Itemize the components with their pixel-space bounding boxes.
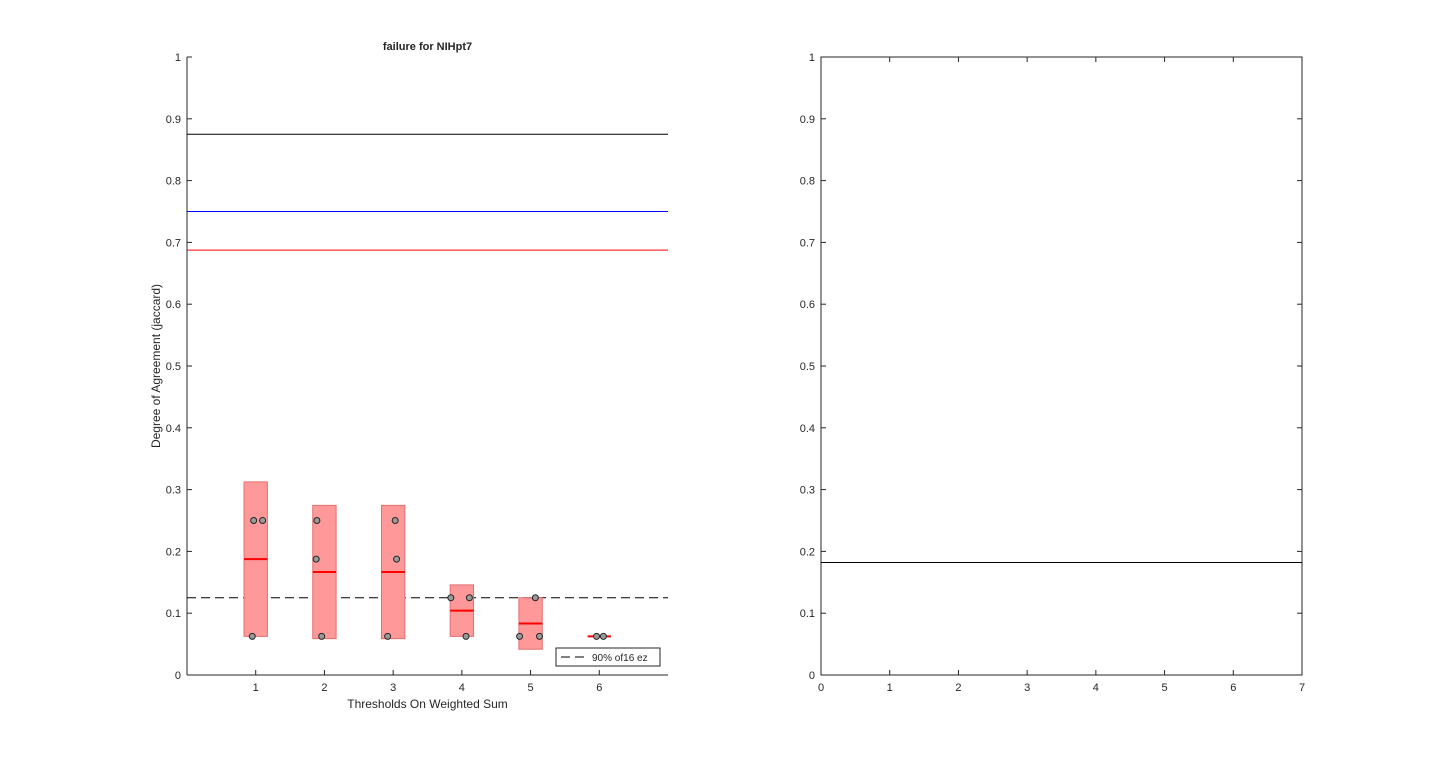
data-point — [462, 632, 470, 640]
x-tick-label: 2 — [955, 682, 961, 694]
y-tick-label: 0 — [175, 670, 181, 682]
y-tick-label: 0.2 — [800, 546, 815, 558]
x-tick-label: 5 — [528, 682, 534, 694]
y-tick-label: 0.9 — [800, 114, 815, 126]
y-tick-label: 0.4 — [166, 423, 181, 435]
x-tick-label: 1 — [253, 682, 259, 694]
legend-box — [555, 647, 661, 667]
x-tick-label: 3 — [1024, 682, 1030, 694]
x-tick-label: 6 — [1230, 682, 1236, 694]
data-point — [259, 517, 267, 524]
y-tick-label: 1 — [175, 52, 181, 64]
left-chart: 0 0.1 0.2 0.3 0.4 0.5 0.6 0.7 0.8 0.9 1 1 2 3 4 5 6 failu… — [149, 41, 668, 711]
x-tick-label: 6 — [596, 682, 602, 694]
data-point — [465, 594, 473, 602]
y-tick-label: 0 — [809, 670, 815, 682]
x-tick-label: 1 — [887, 682, 893, 694]
x-tick-label: 4 — [459, 682, 465, 694]
y-tick-label: 0.8 — [800, 176, 815, 188]
data-point — [318, 632, 326, 640]
y-tick-label: 1 — [809, 52, 815, 64]
data-point — [393, 555, 401, 563]
data-point — [384, 632, 392, 640]
y-tick-label: 0.2 — [166, 546, 181, 558]
data-point — [599, 632, 607, 640]
y-tick-label: 0.1 — [800, 608, 815, 620]
legend-label: 90% of16 ez — [592, 653, 648, 664]
data-point — [250, 517, 258, 524]
y-tick-label: 0.6 — [800, 299, 815, 311]
x-tick-label: 0 — [818, 682, 824, 694]
y-tick-label: 0.7 — [166, 237, 181, 249]
y-tick-label: 0.3 — [800, 485, 815, 497]
right-chart: 0 0.1 0.2 0.3 0.4 0.5 0.6 0.7 0.8 0.9 1 0 1 2 3 4 5 6 7 — [800, 52, 1305, 694]
data-point — [516, 632, 524, 640]
data-point — [312, 555, 320, 563]
x-axis-label: Thresholds On Weighted Sum — [347, 697, 508, 711]
x-tick-label: 5 — [1162, 682, 1168, 694]
y-tick-label: 0.7 — [800, 237, 815, 249]
x-tick-label: 3 — [390, 682, 396, 694]
chart-title: failure for NIHpt7 — [383, 41, 472, 53]
y-tick-label: 0.5 — [800, 361, 815, 373]
y-tick-label: 0.9 — [166, 114, 181, 126]
axes-frame — [820, 56, 1303, 676]
data-point — [313, 517, 321, 524]
data-point — [536, 632, 544, 640]
data-point — [447, 594, 455, 602]
x-tick-label: 2 — [321, 682, 327, 694]
y-axis-label: Degree of Agreement (jaccard) — [149, 284, 163, 448]
y-tick-label: 0.5 — [166, 361, 181, 373]
y-tick-label: 0.4 — [800, 423, 815, 435]
data-point — [391, 517, 399, 524]
y-tick-label: 0.6 — [166, 299, 181, 311]
x-tick-label: 4 — [1093, 682, 1099, 694]
data-point — [248, 632, 256, 640]
y-tick-label: 0.3 — [166, 485, 181, 497]
data-point — [593, 632, 601, 640]
y-tick-label: 0.8 — [166, 176, 181, 188]
data-point — [531, 594, 539, 602]
y-tick-label: 0.1 — [166, 608, 181, 620]
x-tick-label: 7 — [1299, 682, 1305, 694]
